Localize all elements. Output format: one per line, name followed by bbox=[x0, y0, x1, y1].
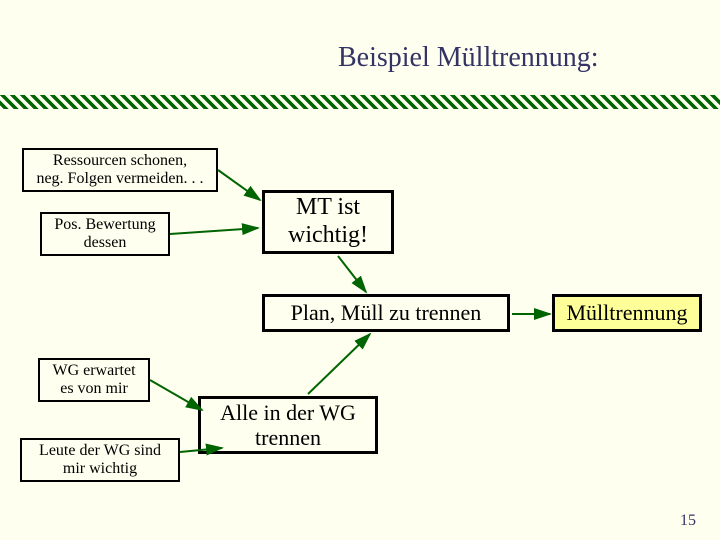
box-ressourcen: Ressourcen schonen, neg. Folgen vermeide… bbox=[22, 148, 218, 192]
box-plan: Plan, Müll zu trennen bbox=[262, 294, 510, 332]
box-muelltrennung: Mülltrennung bbox=[552, 294, 702, 332]
box-wgerwartet: WG erwartet es von mir bbox=[38, 358, 150, 402]
page-title: Beispiel Mülltrennung: bbox=[338, 42, 599, 74]
box-posbewertung: Pos. Bewertung dessen bbox=[40, 212, 170, 256]
page-number: 15 bbox=[680, 512, 696, 530]
box-alle: Alle in der WG trennen bbox=[198, 396, 378, 454]
box-leute: Leute der WG sind mir wichtig bbox=[20, 438, 180, 482]
divider-checker bbox=[0, 95, 720, 109]
box-mtwichtig: MT ist wichtig! bbox=[262, 190, 394, 254]
